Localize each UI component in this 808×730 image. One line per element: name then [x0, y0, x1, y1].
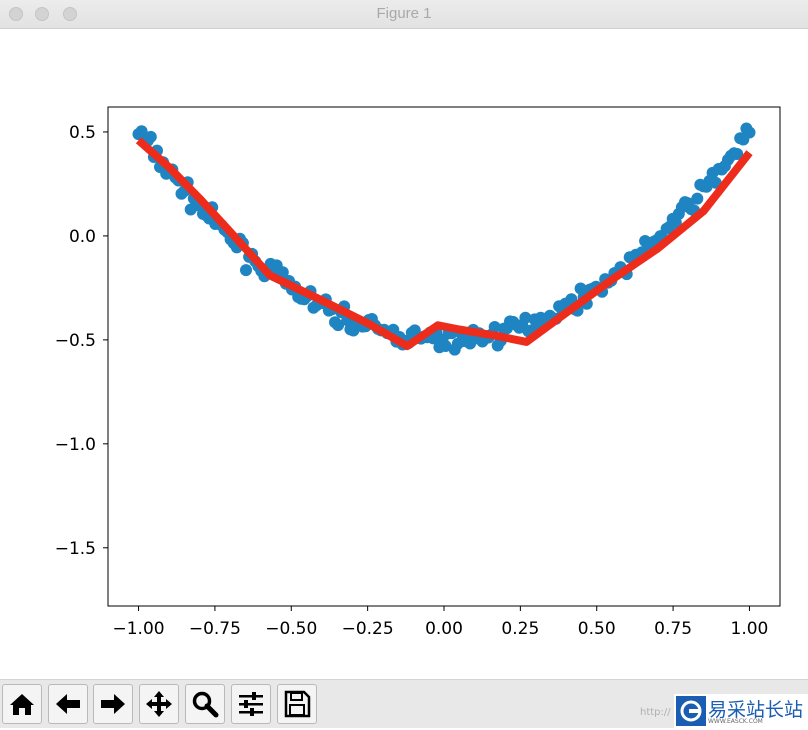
scatter-point: [135, 125, 148, 138]
window-title: Figure 1: [376, 5, 432, 22]
x-tick-label: 0.50: [578, 619, 616, 639]
forward-button[interactable]: [93, 684, 133, 724]
y-axis: 0.5 0.0 −0.5 −1.0 −1.5: [55, 123, 108, 559]
back-button[interactable]: [48, 684, 88, 724]
pan-button[interactable]: [139, 684, 179, 724]
scatter-point: [144, 130, 157, 143]
window-titlebar: Figure 1: [0, 0, 808, 29]
watermark-brand: 易采站长站: [708, 699, 804, 721]
home-button[interactable]: [2, 684, 42, 724]
scatter-point: [743, 126, 756, 139]
y-tick-label: −1.5: [55, 539, 96, 559]
y-tick-label: −1.0: [55, 435, 96, 455]
sliders-icon: [239, 692, 263, 716]
x-tick-label: 0.75: [654, 619, 692, 639]
x-tick-label: 1.00: [731, 619, 769, 639]
move-icon: [146, 691, 172, 717]
scatter-point: [519, 311, 532, 324]
zoom-window-button[interactable]: [63, 7, 77, 21]
arrow-right-icon: [101, 694, 125, 714]
close-window-button[interactable]: [9, 7, 23, 21]
x-axis: −1.00 −0.75 −0.50 −0.25 0.00 0.25 0.50 0.75 1.00: [112, 606, 768, 639]
y-tick-label: 0.0: [69, 227, 96, 247]
save-button[interactable]: [277, 684, 317, 724]
watermark-url: http://: [640, 707, 671, 718]
scatter-point: [731, 148, 744, 160]
arrow-left-icon: [56, 694, 80, 714]
navigation-toolbar: http:// 易采站长站 WWW.EASCK.COM: [0, 679, 808, 728]
y-tick-label: 0.5: [69, 123, 96, 143]
scatter-point: [276, 266, 289, 279]
watermark: 易采站长站 WWW.EASCK.COM: [674, 694, 808, 728]
y-tick-label: −0.5: [55, 331, 96, 351]
x-tick-label: −0.75: [189, 619, 241, 639]
figure-canvas[interactable]: −1.00 −0.75 −0.50 −0.25 0.00 0.25 0.50 0.75 1.00…: [0, 29, 808, 679]
scatter-point: [488, 321, 501, 333]
scatter-point: [240, 264, 252, 277]
x-tick-label: 0.00: [425, 619, 463, 639]
line-series: [135, 137, 753, 351]
axes-frame: [107, 106, 781, 607]
x-tick-label: 0.25: [501, 619, 539, 639]
minimize-window-button[interactable]: [35, 7, 49, 21]
scatter-point: [691, 192, 704, 205]
configure-subplots-button[interactable]: [231, 684, 271, 724]
watermark-logo-icon: [676, 696, 706, 726]
x-tick-label: −0.25: [342, 619, 394, 639]
home-icon: [10, 694, 34, 715]
x-tick-label: −1.00: [112, 619, 164, 639]
line-series-path: [135, 137, 753, 351]
floppy-disk-icon: [284, 690, 311, 718]
zoom-button[interactable]: [185, 684, 225, 724]
watermark-subtext: WWW.EASCK.COM: [708, 718, 763, 725]
scatter-point: [439, 340, 452, 352]
scatter-point: [332, 319, 345, 332]
magnifier-icon: [192, 691, 219, 718]
x-tick-label: −0.50: [265, 619, 317, 639]
